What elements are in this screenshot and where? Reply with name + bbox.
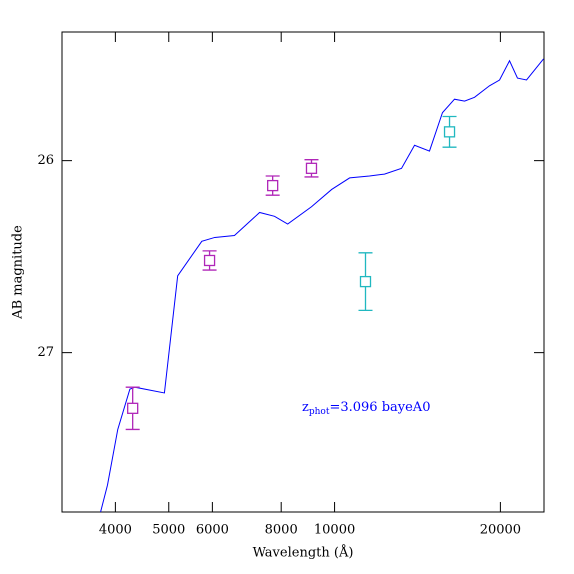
x-tick-label: 20000 [480,523,521,538]
annotation-sub: phot [309,407,330,417]
error-bar [265,175,280,196]
error-bar [442,115,457,148]
x-tick-label: 8000 [265,523,298,538]
annotation: zphot=3.096 bayeA0 [302,400,430,417]
x-tick-label: 10000 [314,523,355,538]
error-bar [202,250,217,271]
model-line [100,58,544,512]
x-tick-label: 5000 [152,523,185,538]
x-axis-label: Wavelength (Å) [253,545,354,561]
annotation-main: z [302,400,309,415]
data-point [305,162,318,174]
y-axis-label: AB magnitude [11,225,26,320]
y-tick-label: 26 [37,153,54,168]
data-point [443,126,456,138]
data-point [203,254,216,267]
data-point [267,179,279,192]
annotation-rest: =3.096 bayeA0 [329,400,430,415]
x-tick-label: 4000 [99,523,132,538]
error-bar [125,386,140,431]
x-tick-label: 6000 [196,523,229,538]
error-bar [358,252,373,312]
y-tick-label: 27 [37,345,54,360]
data-point [127,402,139,414]
data-point [359,275,372,288]
error-bar [304,159,319,178]
plot-frame [61,31,545,513]
